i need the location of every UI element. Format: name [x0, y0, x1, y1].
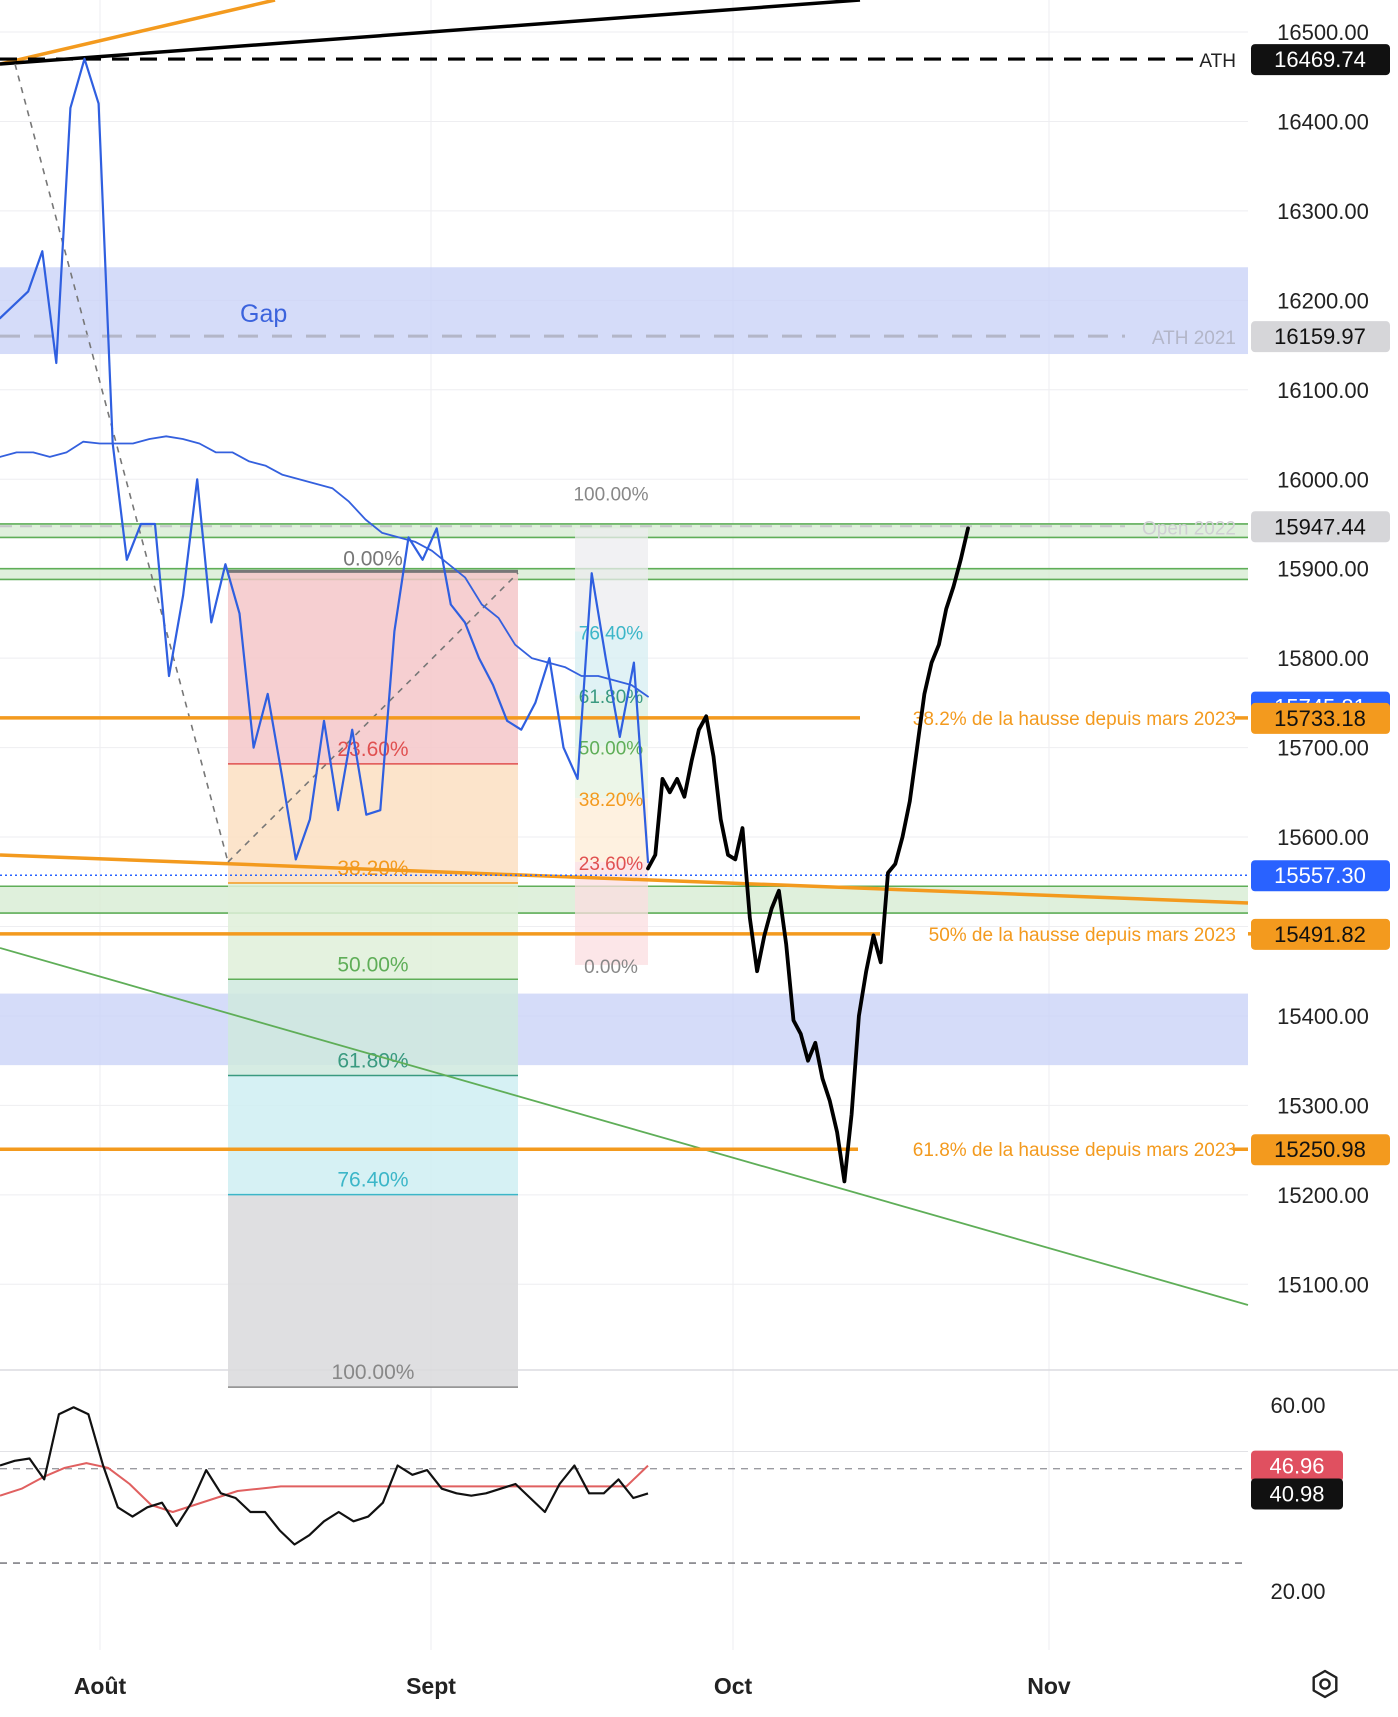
price-badge-label: 15947.44 — [1274, 514, 1366, 539]
ath-2021-label: ATH 2021 — [1152, 328, 1236, 349]
fib-extension-label: 38.2% de la hausse depuis mars 2023 — [913, 709, 1236, 730]
price-badge — [1251, 511, 1390, 543]
grid — [0, 0, 1398, 1650]
price-badge — [1251, 1134, 1390, 1166]
price-tick-label: 15900.00 — [1277, 557, 1369, 582]
price-badge-label: 15491.82 — [1274, 922, 1366, 947]
fib-right-label: 0.00% — [584, 957, 638, 978]
price-tick-label: 16300.00 — [1277, 199, 1369, 224]
fib-left-label: 76.40% — [337, 1169, 408, 1192]
fib-right-label: 23.60% — [579, 854, 644, 875]
fib-anchor-line — [14, 63, 229, 863]
rsi-line — [0, 1406, 649, 1546]
price-tick-label: 15200.00 — [1277, 1183, 1369, 1208]
rsi-badge-label: 40.98 — [1269, 1481, 1324, 1506]
price-badge-label: 15250.98 — [1274, 1137, 1366, 1162]
time-tick-label: Sept — [406, 1673, 456, 1699]
gap-label: Gap — [240, 300, 287, 328]
price-tick-label: 16000.00 — [1277, 467, 1369, 492]
fib-band — [228, 571, 518, 764]
fib-left-label: 0.00% — [343, 547, 403, 570]
fib-band — [228, 1194, 518, 1388]
fib-right-label: 38.20% — [579, 790, 644, 811]
fib-left-label: 61.80% — [337, 1050, 408, 1073]
rsi-badge — [1251, 1450, 1343, 1482]
time-axis: Août Sept Oct Nov — [74, 1673, 1071, 1699]
time-tick-label: Août — [74, 1673, 127, 1699]
price-badge — [1251, 702, 1390, 734]
fib-band — [575, 798, 648, 862]
fib-band — [228, 883, 518, 980]
chart-settings-button[interactable] — [1312, 1669, 1338, 1699]
series — [0, 57, 970, 1184]
zones: Gap — [0, 267, 1248, 1066]
moving-average-line — [0, 435, 649, 698]
fib-band — [575, 528, 648, 632]
fib-band — [575, 746, 648, 799]
fib-band — [228, 1075, 518, 1195]
price-tick-label: 16500.00 — [1277, 20, 1369, 45]
fib-right-label: 50.00% — [579, 739, 644, 760]
gear-icon — [1312, 1669, 1338, 1699]
price-tick-label: 15600.00 — [1277, 825, 1369, 850]
price-tick-label: 16200.00 — [1277, 288, 1369, 313]
price-levels: ATH ATH 2021 Open 2022 38.2% de la hausse d… — [0, 51, 1255, 1161]
trend-line-green — [0, 947, 1249, 1306]
price-badge — [1251, 321, 1390, 353]
fib-left-label: 100.00% — [332, 1361, 415, 1384]
price-tick-label: 15300.00 — [1277, 1093, 1369, 1118]
price-badge-label: 16469.74 — [1274, 47, 1366, 72]
price-badge-label: 16159.97 — [1274, 324, 1366, 349]
rsi-tick-label: 20.00 — [1270, 1579, 1325, 1604]
trend-line-black-upper — [0, 0, 861, 66]
price-badge — [1251, 918, 1390, 950]
projection-line — [646, 526, 970, 1184]
price-badge-label: 15557.30 — [1274, 863, 1366, 888]
rsi-badge — [1251, 1478, 1343, 1510]
rsi-badge-label: 46.96 — [1269, 1454, 1324, 1479]
price-tick-label: 15400.00 — [1277, 1004, 1369, 1029]
price-badge-label: 15733.18 — [1274, 706, 1366, 731]
support-zone — [0, 993, 1248, 1066]
fib-extension-label: 50% de la hausse depuis mars 2023 — [929, 925, 1236, 946]
trend-line-orange-lower — [0, 853, 1249, 905]
price-axis: 16500.00 16400.00 16300.00 16200.00 16100.00… — [1251, 20, 1390, 1604]
price-tick-label: 16400.00 — [1277, 109, 1369, 134]
price-tick-label: 16100.00 — [1277, 378, 1369, 403]
price-tick-label: 15100.00 — [1277, 1272, 1369, 1297]
fib-left-label: 50.00% — [337, 953, 408, 976]
time-tick-label: Oct — [714, 1673, 753, 1699]
time-tick-label: Nov — [1027, 1673, 1071, 1699]
price-tick-label: 15700.00 — [1277, 736, 1369, 761]
ath-label: ATH — [1199, 51, 1236, 72]
price-badge — [1251, 860, 1390, 892]
gap-zone — [0, 267, 1248, 355]
rsi-ma-line — [0, 1462, 649, 1513]
trend-line-orange-upper — [0, 0, 276, 66]
fib-retracement-right: 100.00%76.40%61.80%50.00%38.20%23.60%0.0… — [573, 484, 648, 978]
open-2022-label: Open 2022 — [1142, 518, 1236, 539]
fib-extension-label: 61.8% de la hausse depuis mars 2023 — [913, 1140, 1236, 1161]
price-line — [0, 57, 650, 864]
rsi-tick-label: 60.00 — [1270, 1393, 1325, 1418]
fib-right-label: 100.00% — [573, 484, 648, 505]
rsi-pane — [0, 1406, 1248, 1564]
fib-right-label: 76.40% — [579, 623, 644, 644]
price-badge — [1251, 44, 1390, 76]
fib-band — [228, 763, 518, 884]
price-tick-label: 15800.00 — [1277, 646, 1369, 671]
fib-retracement-left: 0.00%23.60%38.20%50.00%61.80%76.40%100.0… — [228, 547, 518, 1388]
